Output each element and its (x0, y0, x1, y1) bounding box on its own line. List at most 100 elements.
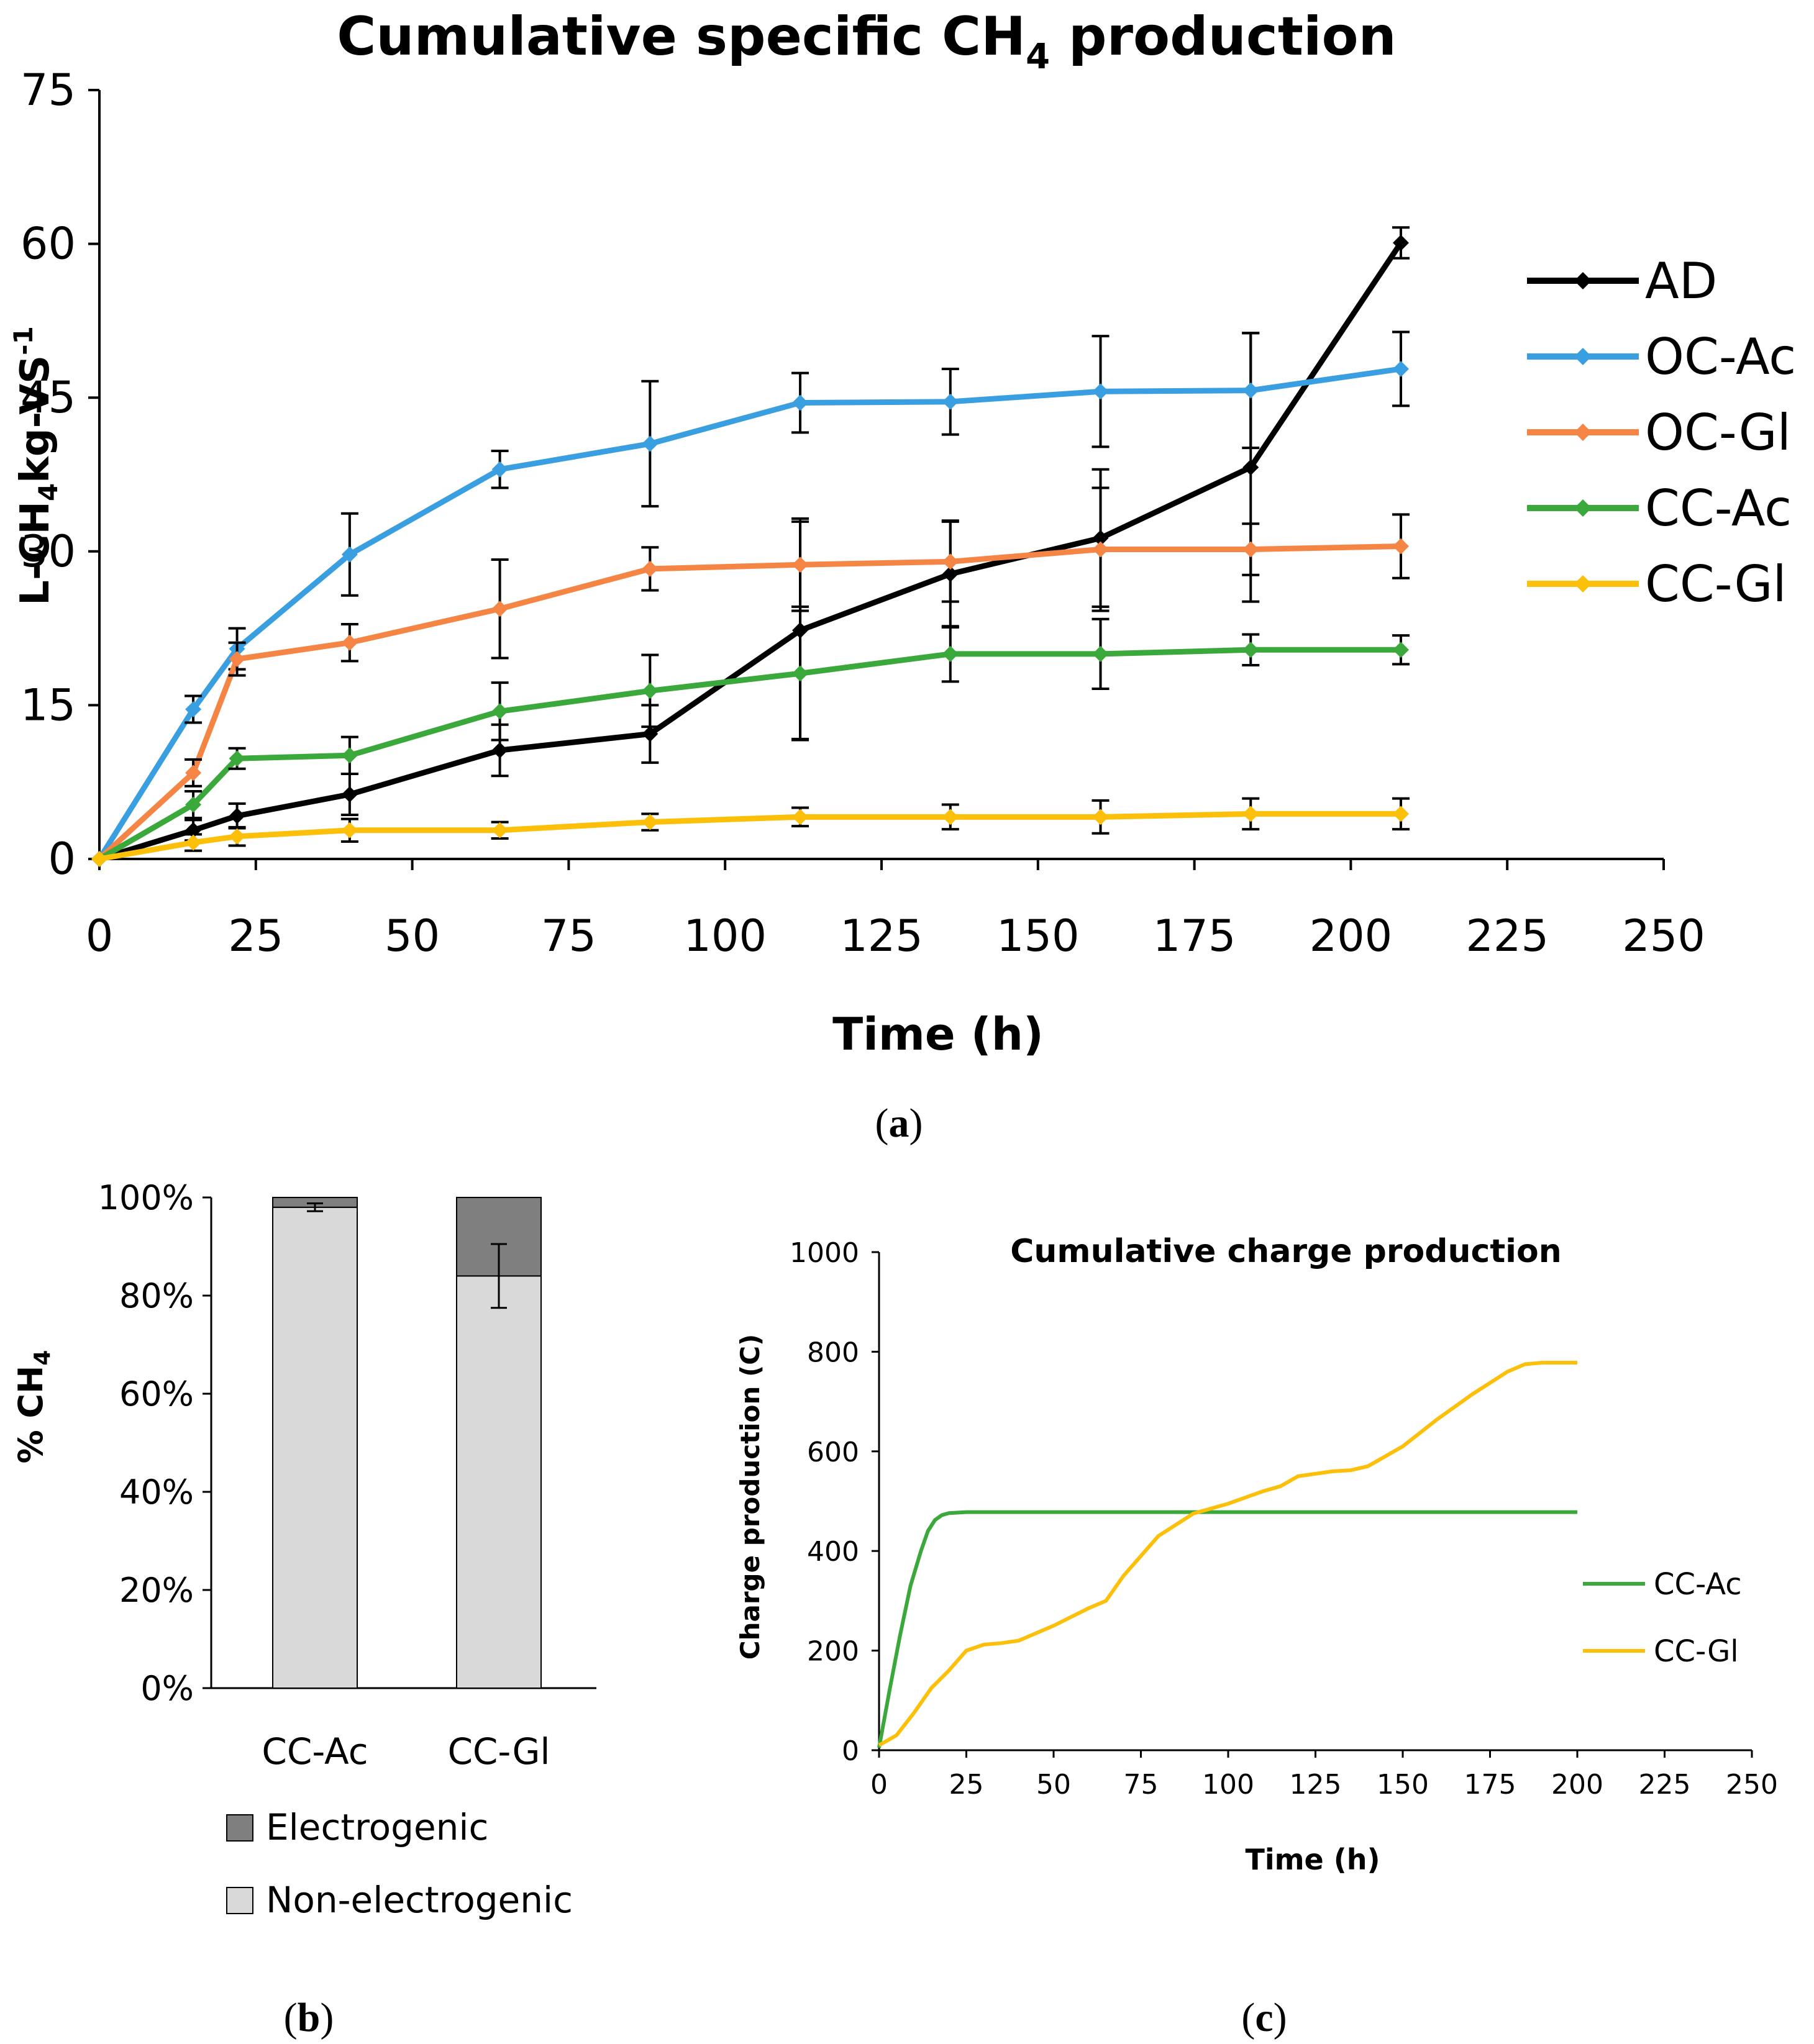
chart-b-x-tick-label: CC-Ac (262, 1730, 368, 1773)
chart-b-y-tick-label: 80% (119, 1276, 194, 1315)
chart-a-series-line-CC-Ac (98, 647, 1401, 861)
chart-a-point-CC-Gl (229, 828, 245, 845)
chart-c-y-tick-label: 600 (807, 1437, 859, 1468)
chart-a-point-AD (491, 742, 508, 759)
chart-a-y-tick-label: 15 (21, 679, 76, 730)
chart-a-point-OC-Gl (229, 651, 245, 668)
chart-a-y-tick-label: 60 (21, 219, 76, 270)
chart-a-point-CC-Gl (91, 851, 107, 867)
chart-a-point-CC-Ac (1092, 645, 1109, 662)
chart-b-legend-label: Non-electrogenic (266, 1879, 573, 1921)
chart-a-y-tick-label: 75 (21, 65, 76, 116)
chart-a-point-CC-Ac (229, 750, 245, 767)
chart-c-y-tick-label: 0 (842, 1735, 859, 1767)
chart-c-y-tick-label: 400 (807, 1536, 859, 1568)
chart-a-x-tick-label: 100 (683, 911, 767, 961)
chart-a-x-tick-label: 75 (541, 911, 596, 961)
chart-c-x-tick-label: 50 (1036, 1769, 1071, 1801)
chart-a-legend-label: CC-Ac (1645, 479, 1792, 537)
chart-a-x-tick-label: 200 (1310, 911, 1393, 961)
chart-a-legend-label: OC-Ac (1645, 328, 1796, 386)
chart-b-bar-non-electrogenic (456, 1275, 542, 1689)
chart-b-y-tick-label: 20% (119, 1571, 194, 1610)
chart-a-point-OC-Ac (1392, 360, 1409, 377)
chart-a-point-OC-Ac (185, 701, 202, 718)
chart-b-y-tick-label: 0% (140, 1669, 194, 1708)
chart-c-ylabel: Charge production (C) (735, 1334, 765, 1660)
chart-a-point-CC-Gl (341, 822, 358, 838)
chart-a-point-OC-Gl (341, 634, 358, 651)
chart-a-x-tick-label: 50 (385, 911, 440, 961)
chart-a-x-tick-label: 250 (1622, 911, 1705, 961)
chart-a-title: Cumulative specific CH4 production (337, 6, 1397, 77)
chart-a-legend-label: AD (1645, 252, 1717, 310)
chart-c-series-line-CC-Gl (878, 1361, 1577, 1747)
chart-a-point-OC-Ac (491, 461, 508, 478)
chart-a-point-OC-Gl (642, 560, 659, 577)
chart-c-x-tick-label: 225 (1639, 1769, 1691, 1801)
chart-a-point-CC-Ac (642, 683, 659, 699)
chart-a-point-OC-Ac (1092, 383, 1109, 400)
chart-b-ylabel: % CH4 (11, 1350, 55, 1464)
chart-a-point-OC-Gl (1392, 538, 1409, 555)
chart-a-legend-label: CC-Gl (1645, 555, 1787, 613)
chart-a-point-OC-Gl (942, 553, 959, 570)
chart-c-x-tick-label: 175 (1464, 1769, 1516, 1801)
panel-label-b: (b) (284, 1995, 334, 2040)
chart-c-x-tick-label: 200 (1551, 1769, 1603, 1801)
chart-c-y-tick-label: 800 (807, 1337, 859, 1368)
chart-c: Cumulative charge production Charge prod… (735, 1233, 1778, 1876)
chart-a-point-CC-Gl (185, 834, 202, 851)
chart-a-point-CC-Gl (1242, 806, 1259, 822)
chart-a-point-CC-Gl (1392, 806, 1409, 822)
chart-a-point-OC-Ac (642, 435, 659, 452)
chart-a-point-CC-Ac (491, 703, 508, 720)
chart-a-point-AD (1242, 459, 1259, 476)
chart-a-point-OC-Ac (942, 393, 959, 410)
chart-a-point-AD (1392, 234, 1409, 251)
chart-a-point-CC-Gl (491, 822, 508, 838)
chart-a-point-OC-Ac (1242, 382, 1259, 399)
chart-c-x-tick-label: 250 (1726, 1769, 1778, 1801)
chart-a-legend-marker (1574, 424, 1592, 441)
chart-a-x-tick-label: 125 (840, 911, 923, 961)
chart-a-point-CC-Gl (942, 809, 959, 825)
chart-a-point-CC-Gl (1092, 809, 1109, 825)
chart-c-xlabel: Time (h) (1245, 1843, 1380, 1876)
chart-a-x-tick-label: 225 (1465, 911, 1549, 961)
chart-c-y-tick-label: 200 (807, 1636, 859, 1668)
chart-c-x-tick-label: 75 (1124, 1769, 1159, 1801)
chart-a-point-AD (341, 786, 358, 803)
chart-c-x-tick-label: 100 (1202, 1769, 1254, 1801)
chart-b-legend: Electrogenic Non-electrogenic (226, 1806, 573, 1921)
chart-a-series-line-OC-Ac (97, 366, 1402, 861)
chart-b-y-tick-label: 60% (119, 1374, 194, 1414)
chart-a-point-OC-Gl (1242, 541, 1259, 558)
chart-b-bar-non-electrogenic (272, 1206, 358, 1689)
chart-a-point-CC-Ac (792, 665, 809, 682)
chart-b-y-tick-label: 40% (119, 1473, 194, 1512)
chart-b-error-bar (307, 1202, 323, 1212)
chart-a-point-OC-Gl (792, 556, 809, 573)
chart-c-legend-label: CC-Gl (1654, 1634, 1739, 1669)
chart-b-y-tick-label: 100% (98, 1178, 194, 1217)
chart-b-legend-swatch (226, 1887, 253, 1914)
chart-a: Cumulative specific CH4 production L-CH4… (8, 6, 1796, 1060)
chart-a-legend-marker (1574, 499, 1592, 517)
chart-c-x-tick-label: 125 (1290, 1769, 1342, 1801)
panel-label-a: (a) (875, 1101, 923, 1146)
chart-c-y-tick-label: 1000 (790, 1237, 859, 1269)
chart-a-series-line-CC-Gl (99, 811, 1401, 862)
chart-b-legend-label: Electrogenic (266, 1806, 488, 1848)
chart-a-legend-marker (1574, 348, 1592, 365)
chart-a-legend-marker (1574, 272, 1592, 289)
chart-a-x-tick-label: 25 (228, 911, 283, 961)
chart-b-legend-swatch (226, 1814, 253, 1842)
chart-c-x-tick-label: 0 (870, 1769, 888, 1801)
chart-a-xlabel: Time (h) (832, 1008, 1044, 1060)
chart-a-point-OC-Gl (1092, 541, 1109, 558)
chart-a-y-tick-label: 30 (21, 526, 76, 577)
chart-a-point-CC-Ac (341, 747, 358, 764)
chart-a-point-AD (642, 725, 659, 742)
